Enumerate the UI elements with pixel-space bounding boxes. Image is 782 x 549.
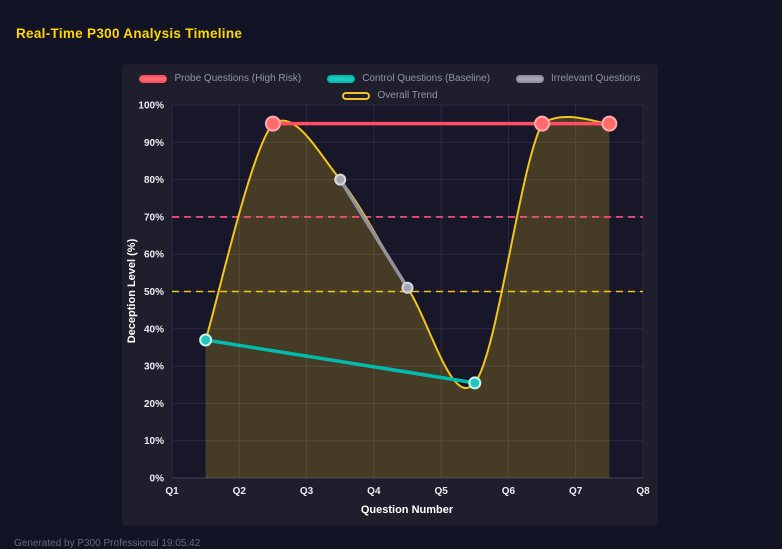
data-point-marker[interactable]	[334, 173, 347, 186]
y-tick-label: 100%	[138, 101, 164, 112]
y-tick-label: 0%	[150, 474, 165, 485]
legend-swatch	[327, 74, 356, 83]
data-point-marker[interactable]	[401, 281, 414, 294]
legend-swatch	[139, 74, 168, 83]
data-point-marker[interactable]	[534, 115, 551, 132]
y-tick-label: 40%	[144, 324, 164, 335]
x-tick-label: Q3	[300, 486, 314, 497]
series-line	[338, 177, 410, 290]
x-tick-label: Q6	[502, 486, 516, 497]
legend-row: Overall Trend	[342, 88, 438, 103]
y-tick-label: 60%	[144, 250, 164, 261]
legend-item[interactable]: Irrelevant Questions	[516, 73, 641, 84]
data-point-marker[interactable]	[199, 333, 213, 347]
page-title: Real-Time P300 Analysis Timeline	[16, 26, 243, 41]
trend-area	[205, 116, 610, 478]
legend-label: Control Questions (Baseline)	[362, 73, 491, 84]
y-tick-label: 80%	[144, 175, 164, 186]
chart-canvas[interactable]: 0% 10% 20% 30% 40% 50% 60% 70% 80% 90% 100% Q1 Q2 Q3 Q…	[122, 64, 658, 526]
legend-label: Overall Trend	[377, 90, 438, 101]
series-line	[203, 338, 477, 385]
legend-item[interactable]: Probe Questions (High Risk)	[139, 73, 301, 84]
y-tick-label: 70%	[144, 212, 164, 223]
data-point-marker[interactable]	[264, 115, 281, 132]
legend-row: Probe Questions (High Risk) Control Quest…	[139, 71, 641, 86]
chart-legend: Probe Questions (High Risk) Control Quest…	[122, 71, 658, 103]
data-point-marker[interactable]	[601, 115, 618, 132]
legend-swatch	[342, 91, 371, 100]
legend-label: Irrelevant Questions	[551, 73, 641, 84]
footer-note: Generated by P300 Professional 19:05:42	[14, 538, 201, 549]
legend-swatch	[516, 74, 545, 83]
y-tick-label: 10%	[144, 436, 164, 447]
x-tick-label: Q4	[367, 486, 381, 497]
x-tick-label: Q2	[233, 486, 247, 497]
chart-panel: Probe Questions (High Risk) Control Quest…	[122, 64, 658, 526]
legend-item[interactable]: Control Questions (Baseline)	[327, 73, 490, 84]
x-axis-title: Question Number	[360, 504, 454, 516]
x-tick-label: Q7	[569, 486, 583, 497]
y-tick-label: 90%	[144, 138, 164, 149]
legend-item[interactable]: Overall Trend	[342, 90, 438, 101]
y-tick-label: 50%	[144, 287, 164, 298]
legend-label: Probe Questions (High Risk)	[174, 73, 302, 84]
x-tick-label: Q8	[636, 486, 650, 497]
y-tick-label: 20%	[144, 399, 164, 410]
y-axis-title: Deception Level (%)	[126, 238, 138, 344]
x-tick-label: Q1	[165, 486, 179, 497]
data-point-marker[interactable]	[468, 376, 482, 390]
x-tick-label: Q5	[434, 486, 448, 497]
y-tick-label: 30%	[144, 362, 164, 373]
